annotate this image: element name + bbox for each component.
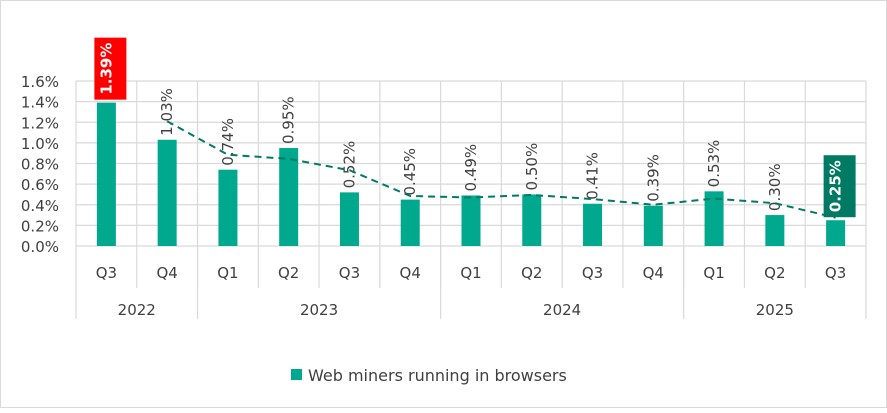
data-label: 0.41% — [584, 152, 602, 200]
trendline — [166, 120, 836, 219]
data-label-group: 1.03% — [158, 88, 176, 136]
x-tick-label: Q4 — [643, 264, 664, 282]
legend-swatch — [291, 369, 302, 380]
bar — [400, 199, 420, 246]
data-label: 1.39% — [97, 43, 115, 95]
data-label-group: 0.52% — [340, 141, 358, 189]
bar — [339, 192, 359, 246]
y-tick-label: 1.4% — [21, 94, 59, 112]
bar — [96, 102, 116, 246]
y-tick-label: 0.4% — [21, 197, 59, 215]
data-label-group: 0.25% — [823, 155, 856, 218]
year-label: 2024 — [543, 301, 581, 319]
bar — [583, 203, 603, 246]
x-tick-label: Q2 — [764, 264, 785, 282]
y-tick-label: 1.6% — [21, 73, 59, 91]
y-tick-label: 1.0% — [21, 135, 59, 153]
x-tick-label: Q1 — [703, 264, 724, 282]
x-tick-label: Q3 — [582, 264, 603, 282]
year-label: 2023 — [300, 301, 338, 319]
data-label-group: 0.41% — [584, 152, 602, 200]
x-tick-label: Q1 — [217, 264, 238, 282]
data-label: 0.25% — [827, 160, 845, 212]
data-label-group: 0.95% — [280, 96, 298, 144]
bar — [461, 195, 481, 246]
data-label-group: 0.39% — [644, 154, 662, 202]
bar — [826, 220, 846, 246]
x-tick-label: Q4 — [156, 264, 177, 282]
legend-label: Web miners running in browsers — [308, 366, 567, 385]
year-label: 2025 — [756, 301, 794, 319]
bar — [218, 169, 238, 246]
data-label-group: 0.74% — [219, 118, 237, 166]
bar — [522, 194, 542, 246]
bar — [279, 148, 299, 246]
y-tick-label: 0.8% — [21, 156, 59, 174]
data-label-highlight — [94, 37, 127, 100]
bar — [765, 215, 785, 246]
data-label-group: 1.39% — [94, 37, 127, 100]
data-label: 0.30% — [766, 163, 784, 211]
data-label-group: 0.49% — [462, 144, 480, 192]
data-label-highlight — [823, 155, 856, 218]
data-label: 0.50% — [523, 143, 541, 191]
x-tick-label: Q2 — [521, 264, 542, 282]
x-tick-label: Q3 — [825, 264, 846, 282]
data-label: 0.45% — [401, 148, 419, 196]
data-label-group: 0.30% — [766, 163, 784, 211]
x-tick-label: Q3 — [339, 264, 360, 282]
data-label: 0.52% — [340, 141, 358, 189]
bar — [643, 205, 663, 246]
data-label: 0.74% — [219, 118, 237, 166]
data-label-group: 0.50% — [523, 143, 541, 191]
data-label-group: 0.53% — [705, 140, 723, 188]
y-tick-label: 0.2% — [21, 217, 59, 235]
data-label: 0.53% — [705, 140, 723, 188]
bar — [704, 191, 724, 246]
y-tick-label: 1.2% — [21, 114, 59, 132]
data-label: 0.95% — [280, 96, 298, 144]
data-label: 0.39% — [644, 154, 662, 202]
x-tick-label: Q2 — [278, 264, 299, 282]
y-tick-label: 0.0% — [21, 238, 59, 256]
bar — [157, 139, 177, 246]
data-label-group: 0.45% — [401, 148, 419, 196]
x-tick-label: Q1 — [460, 264, 481, 282]
data-label: 0.49% — [462, 144, 480, 192]
x-tick-label: Q3 — [96, 264, 117, 282]
year-label: 2022 — [118, 301, 156, 319]
x-tick-label: Q4 — [400, 264, 421, 282]
data-label: 1.03% — [158, 88, 176, 136]
y-tick-label: 0.6% — [21, 176, 59, 194]
